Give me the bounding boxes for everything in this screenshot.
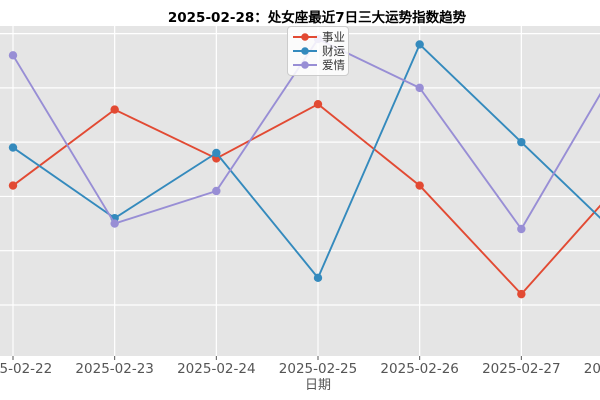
legend-key-icon: [293, 33, 317, 41]
legend: 事业 财运 爱情: [287, 26, 349, 76]
legend-item-1: 财运: [292, 44, 346, 58]
data-point-1-0: [8, 143, 18, 152]
data-point-2-0: [8, 51, 18, 60]
x-tick-label: 2025-02-28: [583, 361, 600, 377]
legend-key-icon: [293, 47, 317, 55]
data-point-2-1: [110, 219, 119, 228]
legend-key-icon: [293, 61, 317, 69]
x-tick-label: 2025-02-22: [0, 361, 53, 377]
x-tick-label: 2025-02-26: [380, 361, 459, 377]
legend-label: 事业: [322, 30, 345, 44]
data-point-2-2: [212, 186, 221, 196]
chart-title: 2025-02-28：处女座最近7日三大运势指数趋势: [167, 10, 467, 26]
data-point-2-5: [517, 224, 526, 234]
x-tick-label: 2025-02-23: [75, 361, 154, 377]
data-point-1-4: [415, 40, 424, 49]
x-tick-label: 2025-02-24: [177, 361, 256, 377]
x-tick-label: 2025-02-27: [482, 361, 561, 377]
data-point-1-5: [517, 137, 526, 147]
legend-item-0: 事业: [292, 30, 346, 44]
legend-label: 财运: [322, 44, 345, 58]
data-point-1-2: [212, 148, 221, 158]
data-point-0-5: [517, 289, 526, 299]
data-point-0-1: [110, 105, 119, 114]
data-point-2-4: [415, 83, 424, 93]
data-point-0-3: [313, 99, 323, 109]
plot-area: [0, 26, 600, 356]
data-point-0-0: [8, 181, 18, 190]
legend-label: 爱情: [322, 58, 345, 72]
data-point-1-3: [313, 273, 323, 283]
x-axis-title: 日期: [304, 378, 332, 393]
legend-item-2: 爱情: [292, 58, 346, 72]
x-tick-label: 2025-02-25: [278, 361, 358, 377]
data-point-0-4: [415, 181, 424, 190]
